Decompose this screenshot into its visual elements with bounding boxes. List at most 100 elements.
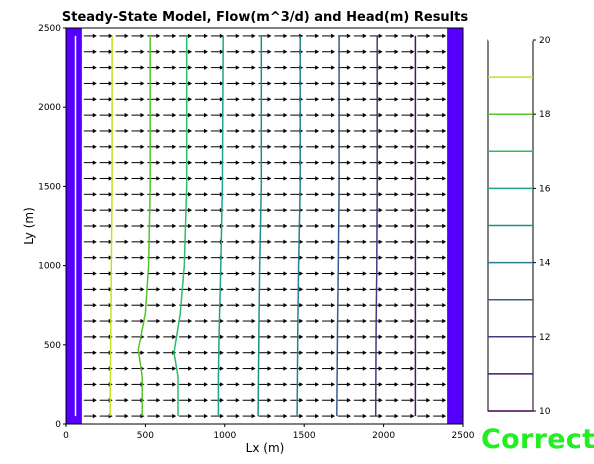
flow-arrow <box>242 318 256 324</box>
flow-arrow <box>353 97 367 102</box>
flow-arrow <box>83 334 97 340</box>
flow-arrow <box>115 144 129 149</box>
flow-arrow <box>322 350 336 355</box>
flow-arrow <box>131 255 145 260</box>
flow-arrow <box>369 97 383 102</box>
y-tick-label: 500 <box>44 341 61 351</box>
flow-arrow <box>258 128 272 134</box>
flow-arrow <box>433 382 447 387</box>
flow-arrow <box>258 318 272 324</box>
flow-arrow <box>163 239 177 245</box>
flow-arrow <box>83 398 97 403</box>
flow-arrow <box>353 223 367 229</box>
flow-arrow <box>242 223 256 229</box>
flow-arrow <box>242 382 256 387</box>
flow-arrow <box>385 207 399 213</box>
flow-arrow <box>179 97 193 102</box>
flow-arrow <box>337 239 351 245</box>
flow-arrow <box>337 350 351 355</box>
flow-arrow <box>242 97 256 102</box>
flow-arrow <box>179 160 193 165</box>
flow-arrow <box>433 303 447 308</box>
flow-arrow <box>306 366 320 371</box>
flow-arrow <box>369 271 383 276</box>
flow-arrow <box>385 128 399 134</box>
flow-arrow <box>385 97 399 102</box>
flow-arrow <box>274 255 288 260</box>
flow-arrow <box>83 223 97 229</box>
flow-arrow <box>274 128 288 134</box>
flow-arrow <box>83 192 97 197</box>
flow-arrow <box>369 112 383 118</box>
flow-arrow <box>210 128 224 134</box>
flow-arrow <box>226 81 240 86</box>
flow-arrow <box>369 207 383 213</box>
flow-arrow <box>306 207 320 213</box>
flow-arrow <box>353 413 367 419</box>
flow-arrow <box>433 128 447 134</box>
flow-arrow <box>242 398 256 403</box>
flow-arrow <box>242 144 256 149</box>
contour-12 <box>374 35 378 417</box>
flow-arrow <box>290 128 304 134</box>
flow-arrow <box>353 398 367 403</box>
flow-arrow <box>322 49 336 54</box>
flow-arrow <box>433 81 447 86</box>
flow-arrow <box>258 334 272 340</box>
flow-arrow <box>417 81 431 86</box>
flow-arrow <box>385 255 399 260</box>
flow-arrow <box>290 271 304 276</box>
flow-arrow <box>417 97 431 102</box>
flow-arrow <box>179 382 193 387</box>
flow-arrow <box>131 33 145 39</box>
flow-arrow <box>163 49 177 54</box>
flow-arrow <box>210 271 224 276</box>
flow-arrow <box>131 334 145 340</box>
flow-arrow <box>322 176 336 181</box>
flow-arrow <box>306 239 320 245</box>
flow-arrow <box>147 160 161 165</box>
flow-arrow <box>258 112 272 118</box>
flow-arrow <box>337 287 351 292</box>
flow-arrow <box>163 144 177 149</box>
x-tick-label: 2500 <box>452 431 475 441</box>
flow-arrow <box>115 81 129 86</box>
flow-arrow <box>290 176 304 181</box>
flow-arrow <box>353 350 367 355</box>
flow-arrow <box>179 192 193 197</box>
flow-arrow <box>258 176 272 181</box>
flow-arrow <box>163 223 177 229</box>
flow-arrow <box>353 65 367 70</box>
flow-arrow <box>385 33 399 39</box>
flow-arrow <box>210 81 224 86</box>
flow-arrow <box>353 33 367 39</box>
flow-arrow <box>179 255 193 260</box>
flow-arrow <box>147 287 161 292</box>
flow-arrow <box>163 303 177 308</box>
flow-arrow <box>194 176 208 181</box>
flow-arrow <box>147 81 161 86</box>
flow-arrow <box>242 413 256 419</box>
flow-arrow <box>258 192 272 197</box>
flow-arrow <box>274 318 288 324</box>
flow-arrow <box>242 65 256 70</box>
plot-area <box>65 27 464 425</box>
flow-arrow <box>274 366 288 371</box>
boundary-cells <box>66 28 463 424</box>
flow-arrow <box>369 49 383 54</box>
flow-arrow <box>115 350 129 355</box>
flow-arrow <box>417 382 431 387</box>
flow-arrow <box>401 287 415 292</box>
flow-arrow <box>433 318 447 324</box>
flow-arrow <box>353 255 367 260</box>
flow-arrow <box>401 255 415 260</box>
flow-arrow <box>163 112 177 118</box>
flow-arrow <box>306 192 320 197</box>
flow-arrow <box>242 334 256 340</box>
flow-arrow <box>258 350 272 355</box>
flow-arrow <box>385 192 399 197</box>
flow-arrow <box>99 144 113 149</box>
flow-arrow <box>369 318 383 324</box>
flow-arrow <box>194 160 208 165</box>
flow-arrow <box>163 160 177 165</box>
